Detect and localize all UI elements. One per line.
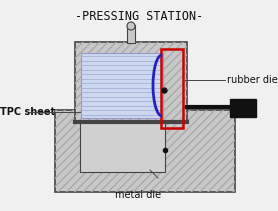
Bar	[127, 25, 135, 43]
Bar	[75, 42, 187, 122]
Bar	[230, 99, 256, 117]
Text: TPC sheet: TPC sheet	[0, 107, 55, 117]
Bar	[161, 49, 183, 128]
Text: rubber die: rubber die	[227, 75, 278, 85]
Bar	[75, 42, 187, 122]
Text: -PRESSING STATION-: -PRESSING STATION-	[75, 10, 203, 23]
Circle shape	[127, 22, 135, 30]
Bar	[81, 53, 163, 118]
Bar	[55, 110, 235, 192]
Bar	[80, 117, 165, 172]
Text: metal die: metal die	[115, 190, 161, 200]
Bar	[55, 110, 235, 192]
